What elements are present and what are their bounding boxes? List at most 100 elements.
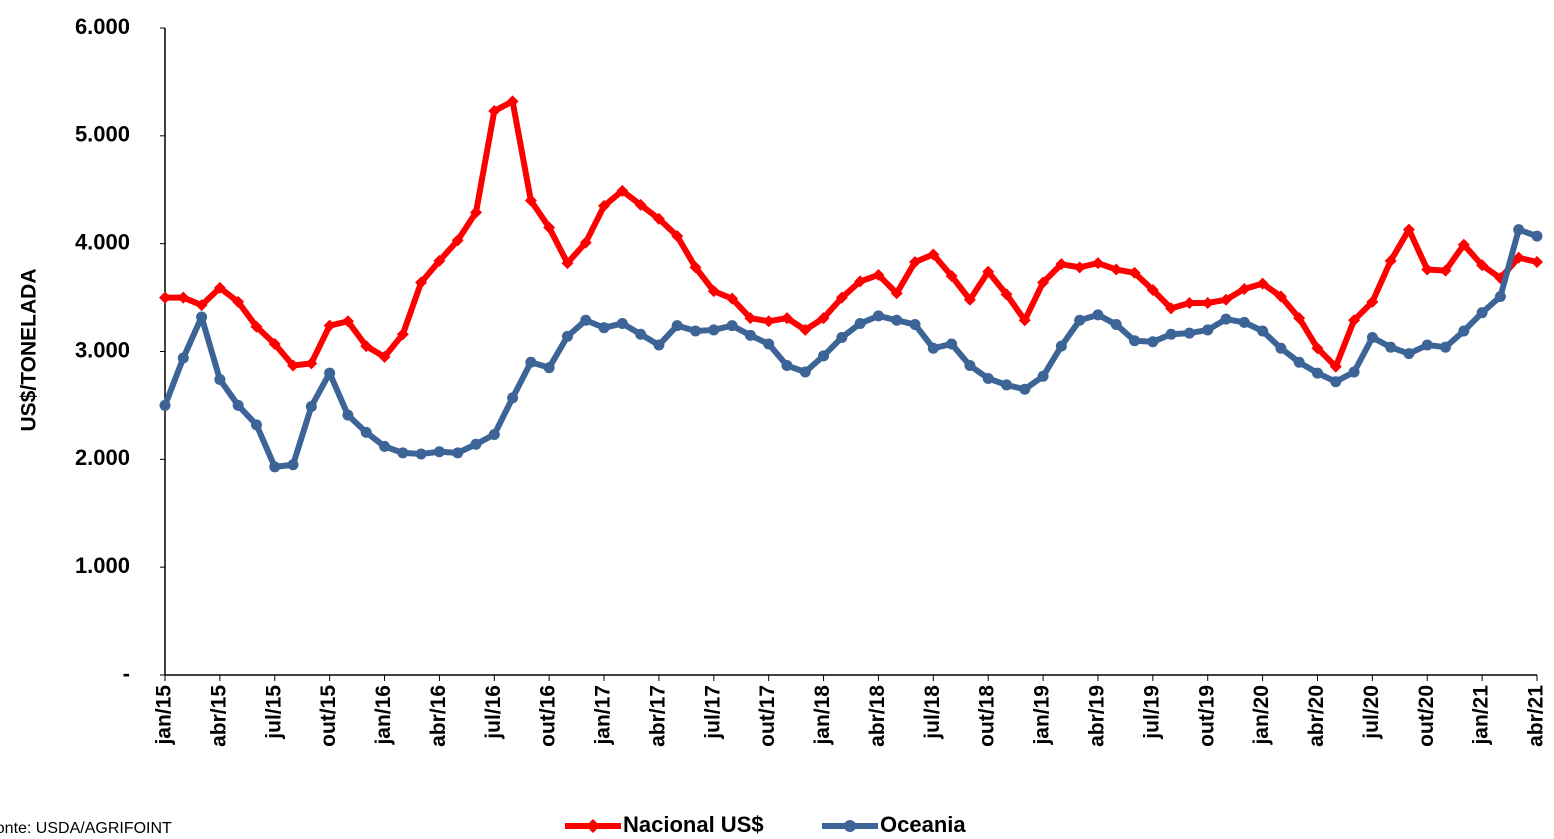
data-point [1074, 314, 1086, 326]
legend-marker [844, 820, 856, 832]
data-point [598, 199, 611, 212]
data-point [1055, 340, 1067, 352]
y-axis-label: US$/TONELADA [18, 269, 41, 432]
data-point [1421, 339, 1433, 351]
data-point [1385, 341, 1397, 353]
data-point [1440, 341, 1452, 353]
data-point [1201, 296, 1214, 309]
data-point [397, 447, 409, 459]
data-point [543, 362, 555, 374]
data-point [341, 315, 354, 328]
x-tick-label: abr/17 [646, 685, 669, 747]
data-point [1476, 307, 1488, 319]
data-point [1019, 383, 1031, 395]
data-point [799, 323, 812, 336]
data-point [726, 320, 738, 332]
data-point [634, 198, 647, 211]
data-point [1091, 257, 1104, 270]
data-point [561, 257, 574, 270]
data-point [652, 212, 665, 225]
y-tick-label: 4.000 [75, 229, 130, 254]
data-point [1183, 327, 1195, 339]
data-point [1513, 224, 1525, 236]
data-point [305, 400, 317, 412]
data-point [744, 329, 756, 341]
data-point [1055, 258, 1068, 271]
data-point [250, 419, 262, 431]
series [159, 95, 1543, 373]
source-note: Fonte: USDA/AGRIFOINT [0, 820, 172, 837]
data-point [872, 310, 884, 322]
data-point [818, 350, 830, 362]
x-tick-label: abr/16 [427, 685, 450, 747]
x-tick-label: jul/17 [701, 685, 724, 740]
data-point [817, 312, 830, 325]
data-point [854, 317, 866, 329]
data-point [268, 337, 281, 350]
data-point [269, 461, 281, 473]
x-tick-label: out/15 [317, 685, 340, 747]
data-point [1037, 370, 1049, 382]
data-point [1129, 335, 1141, 347]
data-point [1330, 376, 1342, 388]
data-point [909, 319, 921, 331]
data-point [671, 320, 683, 332]
x-tick-label: jul/19 [1140, 685, 1163, 740]
x-tick-label: jan/20 [1250, 685, 1273, 746]
data-point [982, 372, 994, 384]
data-point [543, 221, 556, 234]
y-tick-label: 2.000 [75, 445, 130, 470]
x-tick-label: out/19 [1195, 685, 1218, 747]
x-tick-label: jul/18 [921, 685, 944, 740]
data-point [982, 265, 995, 278]
data-point [488, 429, 500, 441]
y-tick-label: 1.000 [75, 553, 130, 578]
data-point [379, 440, 391, 452]
data-point [707, 285, 720, 298]
data-point [1073, 261, 1086, 274]
data-point [506, 95, 519, 108]
data-point [1147, 336, 1159, 348]
x-tick-label: abr/18 [866, 685, 889, 747]
data-point [360, 340, 373, 353]
data-point [780, 312, 793, 325]
data-point [159, 399, 171, 411]
data-point [1018, 314, 1031, 327]
data-point [213, 281, 226, 294]
data-point [1256, 277, 1269, 290]
data-point [1092, 309, 1104, 321]
x-tick-label: jan/15 [153, 685, 176, 746]
data-point [177, 352, 189, 364]
data-point [579, 236, 592, 249]
data-point [1531, 230, 1543, 242]
y-tick-label: 5.000 [75, 122, 130, 147]
data-point [744, 312, 757, 325]
data-point [1183, 296, 1196, 309]
data-point [287, 459, 299, 471]
data-point [433, 446, 445, 458]
data-point [1402, 223, 1415, 236]
y-tick-label: 6.000 [75, 14, 130, 39]
data-point [1146, 284, 1159, 297]
data-point [598, 322, 610, 334]
data-point [1165, 302, 1178, 315]
data-point [799, 366, 811, 378]
data-point [1476, 259, 1489, 272]
data-point [836, 331, 848, 343]
x-tick-label: jan/19 [1031, 685, 1054, 746]
data-point [927, 342, 939, 354]
data-point [909, 255, 922, 268]
data-point [1311, 342, 1324, 355]
x-tick-label: jul/20 [1360, 685, 1383, 740]
data-point [324, 367, 336, 379]
data-point [177, 291, 190, 304]
data-point [616, 317, 628, 329]
x-tick-label: jan/17 [592, 685, 615, 746]
data-point [1220, 293, 1233, 306]
data-point [1458, 325, 1470, 337]
data-point [1238, 282, 1251, 295]
data-point [1293, 356, 1305, 368]
data-point [524, 194, 537, 207]
data-point [1494, 291, 1506, 303]
